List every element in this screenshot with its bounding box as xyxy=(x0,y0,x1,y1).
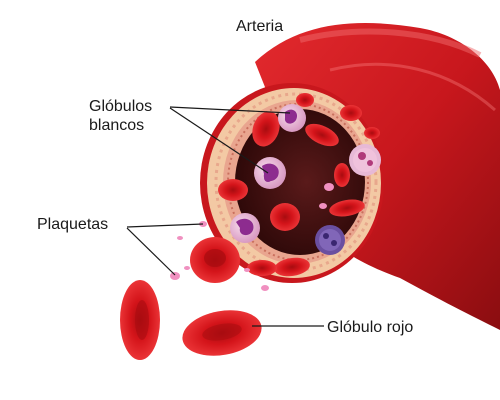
label-white-cells: Glóbulos blancos xyxy=(89,97,152,135)
lumen-cells xyxy=(218,93,381,277)
white-blood-cell xyxy=(230,213,260,243)
red-blood-cell xyxy=(334,163,350,187)
platelet xyxy=(170,272,180,280)
leader-line-platelets-bottom xyxy=(126,227,176,276)
red-blood-cell xyxy=(218,179,248,201)
red-blood-cell xyxy=(364,127,380,139)
leader-line-white-cells-top xyxy=(169,106,291,114)
leader-line-platelets-top xyxy=(126,223,204,228)
white-blood-cell xyxy=(315,225,345,255)
label-red-cell: Glóbulo rojo xyxy=(327,319,414,336)
red-blood-cell xyxy=(247,260,277,276)
platelet xyxy=(324,183,334,191)
white-blood-cell xyxy=(278,104,306,132)
red-blood-cell xyxy=(305,123,339,147)
red-blood-cell-flat xyxy=(182,310,262,356)
leader-line-white-cells-bottom xyxy=(169,107,269,174)
white-blood-cell xyxy=(349,144,381,176)
red-blood-cell-large xyxy=(190,237,240,283)
red-blood-cell xyxy=(274,257,310,277)
escaped-cells xyxy=(120,221,277,360)
white-blood-cell xyxy=(254,157,286,189)
platelet xyxy=(319,203,327,209)
red-blood-cell-tall xyxy=(120,280,160,360)
platelet xyxy=(244,268,250,272)
label-white-cells-line2: blancos xyxy=(89,117,145,134)
red-blood-cell xyxy=(270,203,300,231)
platelet xyxy=(177,236,183,240)
label-platelets: Plaquetas xyxy=(37,216,109,233)
red-blood-cell xyxy=(329,199,365,217)
platelet xyxy=(184,266,190,270)
red-blood-cell xyxy=(296,93,314,107)
label-artery: Arteria xyxy=(236,18,284,35)
leader-lines xyxy=(126,106,324,327)
red-blood-cell xyxy=(252,111,280,147)
label-white-cells-line1: Glóbulos xyxy=(89,98,153,115)
platelet xyxy=(261,285,269,291)
red-blood-cell xyxy=(340,105,362,121)
